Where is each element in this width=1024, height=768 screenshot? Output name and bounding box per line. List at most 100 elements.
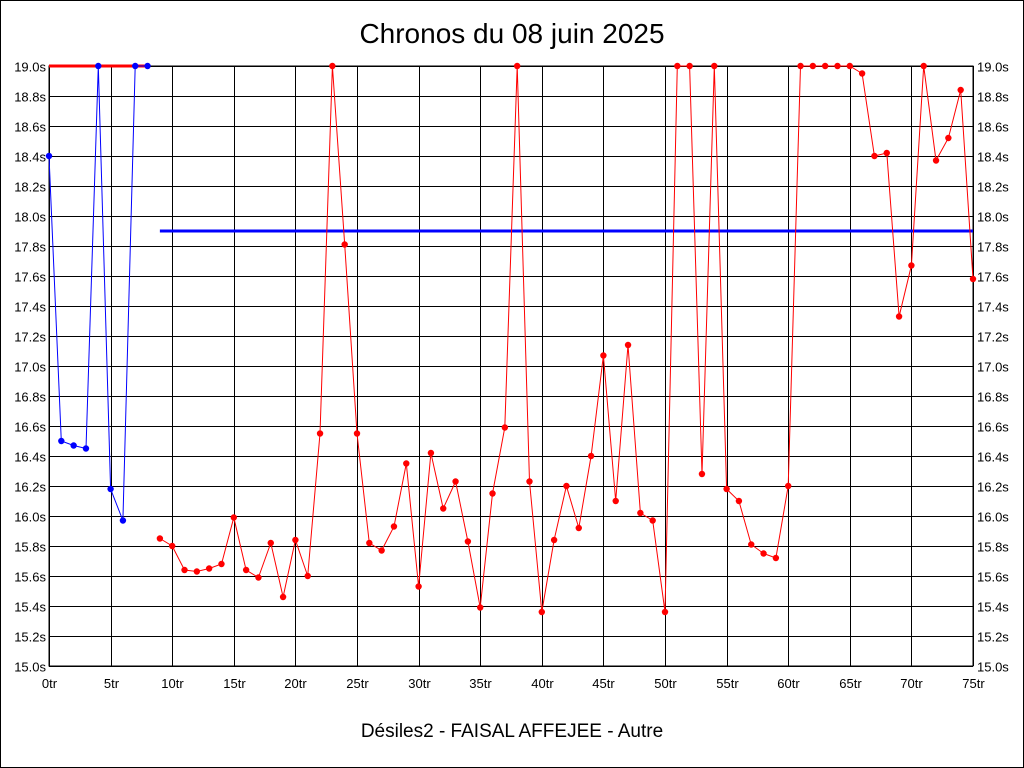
data-point bbox=[267, 539, 274, 547]
data-point bbox=[883, 149, 890, 157]
x-tick-label: 70tr bbox=[900, 676, 923, 691]
data-point bbox=[489, 490, 496, 497]
y-tick-label-right: 18.8s bbox=[977, 90, 1009, 105]
y-tick-label-left: 18.2s bbox=[14, 180, 46, 195]
y-tick-label-left: 15.6s bbox=[14, 570, 46, 585]
data-point bbox=[107, 485, 114, 493]
y-tick-label-right: 16.6s bbox=[977, 420, 1009, 435]
x-tick-label: 5tr bbox=[104, 676, 120, 691]
x-tick-label: 60tr bbox=[777, 676, 800, 691]
data-point bbox=[144, 62, 151, 70]
data-point bbox=[205, 565, 213, 572]
data-point bbox=[82, 445, 90, 452]
data-point bbox=[477, 604, 484, 611]
data-point bbox=[242, 566, 250, 574]
data-point bbox=[304, 572, 311, 580]
data-point bbox=[70, 442, 77, 449]
y-tick-label-left: 17.2s bbox=[14, 330, 46, 345]
data-point bbox=[218, 560, 225, 568]
data-point bbox=[600, 352, 607, 359]
y-tick-label-right: 17.2s bbox=[977, 330, 1009, 345]
data-point bbox=[132, 62, 139, 70]
x-tick-label: 75tr bbox=[962, 676, 985, 691]
y-tick-label-right: 16.0s bbox=[977, 510, 1009, 525]
chart-title: Chronos du 08 juin 2025 bbox=[359, 18, 665, 49]
x-tick-label: 65tr bbox=[839, 676, 862, 691]
y-tick-label-right: 18.6s bbox=[977, 120, 1009, 135]
data-point bbox=[785, 482, 792, 490]
y-tick-label-right: 18.4s bbox=[977, 150, 1009, 165]
data-point bbox=[193, 568, 201, 575]
y-tick-label-left: 16.8s bbox=[14, 390, 46, 405]
data-point bbox=[846, 62, 853, 70]
y-tick-label-right: 15.0s bbox=[977, 660, 1009, 675]
data-point bbox=[858, 70, 866, 77]
data-point bbox=[550, 536, 558, 544]
data-point bbox=[649, 517, 656, 524]
y-tick-label-left: 18.8s bbox=[14, 90, 46, 105]
data-point bbox=[723, 485, 730, 493]
data-point bbox=[587, 452, 595, 460]
data-point bbox=[969, 275, 977, 283]
data-point bbox=[686, 62, 693, 70]
data-point bbox=[895, 313, 903, 320]
data-point bbox=[58, 437, 65, 445]
data-point bbox=[513, 62, 521, 70]
data-point bbox=[279, 593, 287, 601]
data-point bbox=[575, 524, 582, 532]
data-point bbox=[538, 608, 545, 616]
y-tick-label-right: 15.8s bbox=[977, 540, 1009, 555]
data-point bbox=[415, 583, 422, 590]
y-tick-label-left: 18.0s bbox=[14, 210, 46, 225]
data-point bbox=[45, 152, 53, 160]
x-tick-label: 25tr bbox=[346, 676, 369, 691]
data-point bbox=[711, 62, 718, 70]
y-tick-label-right: 17.8s bbox=[977, 240, 1009, 255]
data-point bbox=[329, 62, 336, 70]
x-tick-label: 55tr bbox=[716, 676, 739, 691]
data-point bbox=[464, 538, 472, 545]
data-point bbox=[353, 430, 361, 437]
data-point bbox=[772, 554, 780, 562]
data-point bbox=[809, 62, 817, 70]
data-point bbox=[674, 62, 681, 70]
y-tick-label-left: 15.8s bbox=[14, 540, 46, 555]
data-point bbox=[403, 460, 410, 467]
data-point bbox=[255, 574, 262, 581]
data-point bbox=[920, 62, 927, 70]
data-point bbox=[341, 241, 348, 248]
data-point bbox=[452, 478, 459, 485]
data-point bbox=[366, 539, 373, 547]
y-tick-label-left: 17.6s bbox=[14, 270, 46, 285]
data-point bbox=[526, 478, 533, 485]
data-point bbox=[748, 541, 755, 548]
y-tick-label-right: 17.0s bbox=[977, 360, 1009, 375]
y-tick-label-right: 18.0s bbox=[977, 210, 1009, 225]
chart-subtitle: Désiles2 - FAISAL AFFEJEE - Autre bbox=[360, 721, 664, 742]
data-point bbox=[698, 470, 706, 478]
y-tick-label-left: 17.4s bbox=[14, 300, 46, 315]
y-tick-label-right: 17.6s bbox=[977, 270, 1009, 285]
data-point bbox=[797, 62, 804, 70]
x-tick-label: 10tr bbox=[161, 676, 184, 691]
data-point bbox=[871, 152, 878, 160]
data-point bbox=[230, 514, 237, 521]
y-tick-label-right: 19.0s bbox=[977, 60, 1009, 75]
x-tick-label: 15tr bbox=[223, 676, 246, 691]
data-point bbox=[957, 86, 964, 94]
x-tick-label: 50tr bbox=[654, 676, 677, 691]
data-point bbox=[834, 62, 841, 70]
data-point bbox=[119, 517, 127, 524]
y-tick-label-right: 18.2s bbox=[977, 180, 1009, 195]
y-tick-label-right: 16.8s bbox=[977, 390, 1009, 405]
y-tick-label-left: 18.6s bbox=[14, 120, 46, 135]
x-tick-label: 45tr bbox=[592, 676, 615, 691]
y-tick-label-left: 16.4s bbox=[14, 450, 46, 465]
x-tick-label: 35tr bbox=[469, 676, 492, 691]
y-tick-label-left: 19.0s bbox=[14, 60, 46, 75]
y-tick-label-left: 15.4s bbox=[14, 600, 46, 615]
data-point bbox=[563, 482, 570, 490]
data-point bbox=[316, 430, 324, 437]
y-tick-label-left: 18.4s bbox=[14, 150, 46, 165]
